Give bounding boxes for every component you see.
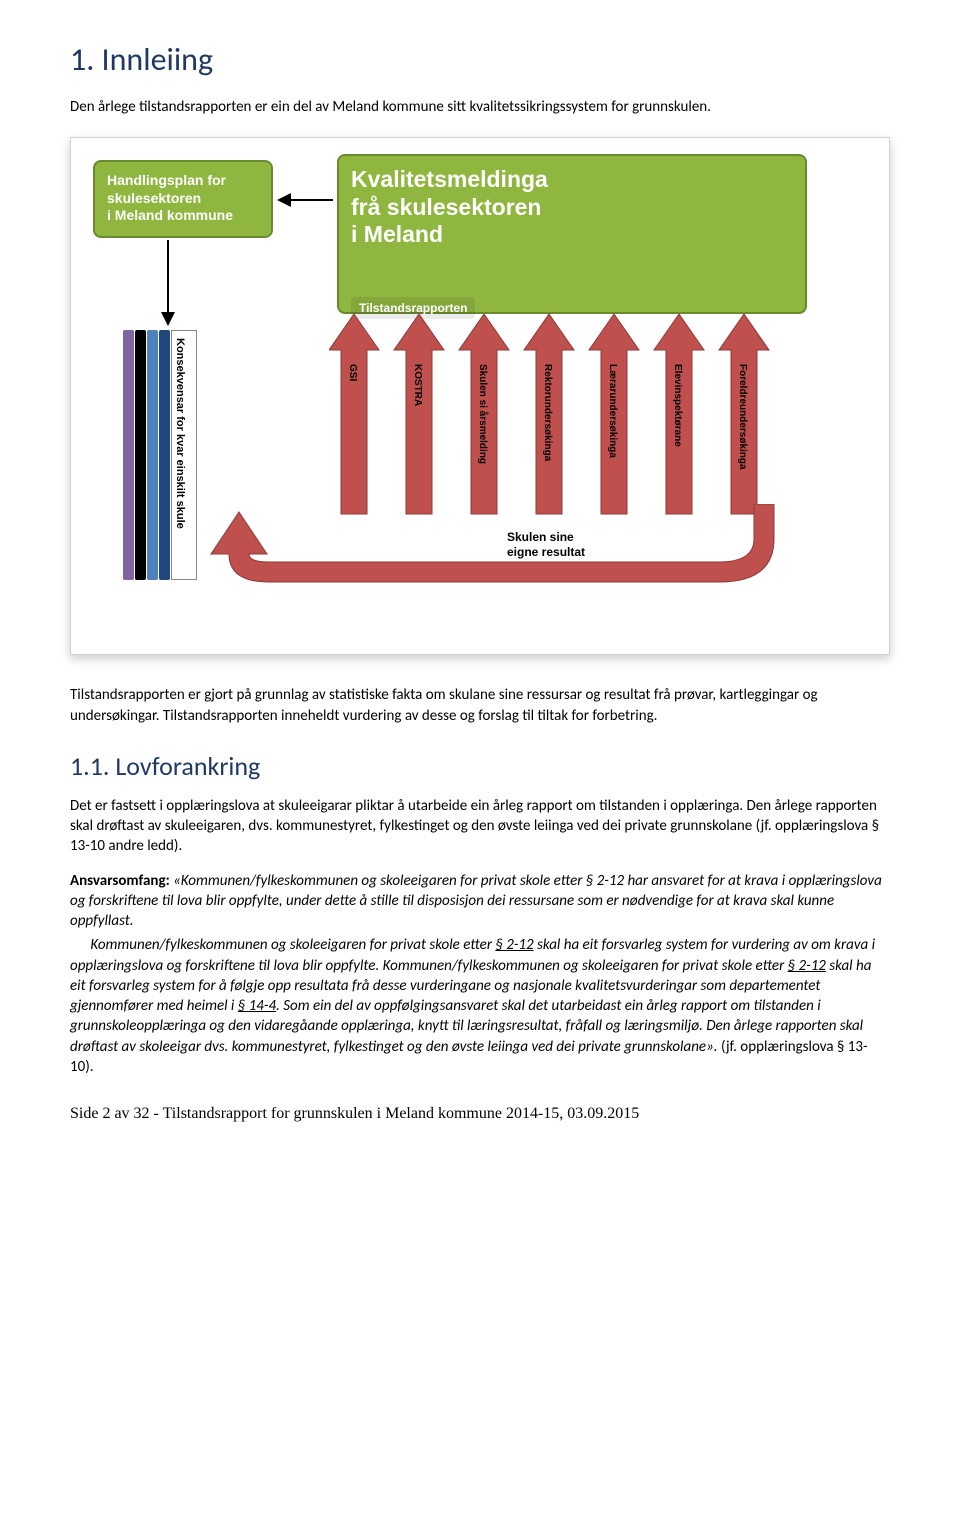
red-arrows xyxy=(329,314,829,524)
stack-bar-4 xyxy=(159,330,170,580)
box-kvalitetsmeldinga: Kvalitetsmeldinga frå skulesektoren i Me… xyxy=(337,154,807,314)
arrow-label-6: Foreldreundersøkinga xyxy=(737,364,748,470)
arrow-label-5: Elevinspektørane xyxy=(672,364,683,447)
ao-p2d: § 2-12 xyxy=(788,957,826,975)
arrow-label-1: KOSTRA xyxy=(412,364,423,406)
ao-p2f: § 14-4 xyxy=(238,997,276,1015)
stack-bar-3 xyxy=(147,330,158,580)
heading-2: 1.1. Lovforankring xyxy=(70,750,890,782)
ansvarsomfang-body: «Kommunen/fylkeskommunen og skoleeigaren… xyxy=(70,872,882,931)
ansvarsomfang-label: Ansvarsomfang: xyxy=(70,872,170,890)
bottom-label: Skulen sine eigne resultat xyxy=(507,530,585,559)
para-ansvarsomfang-2: Kommunen/fylkeskommunen og skoleeigaren … xyxy=(70,935,890,1077)
arrow-label-4: Lærarundersøkinga xyxy=(607,364,618,458)
box-right-l3: i Meland xyxy=(351,221,443,247)
bottom-label-l1: Skulen sine xyxy=(507,530,574,544)
heading-1: 1. Innleiing xyxy=(70,40,890,79)
big-curved-arrow xyxy=(199,504,799,624)
box-left-line2: skulesektoren xyxy=(107,190,201,206)
box-right-l2: frå skulesektoren xyxy=(351,194,541,220)
bottom-label-l2: eigne resultat xyxy=(507,545,585,559)
diagram-canvas: Handlingsplan for skulesektoren i Meland… xyxy=(89,154,871,624)
box-handlingsplan: Handlingsplan for skulesektoren i Meland… xyxy=(93,160,273,238)
stack-bar-2 xyxy=(135,330,146,580)
arrow-between-boxes xyxy=(275,186,335,214)
intro-paragraph: Den årlege tilstandsrapporten er ein del… xyxy=(70,97,890,117)
box-right-l1: Kvalitetsmeldinga xyxy=(351,166,548,192)
ao-p2a: Kommunen/fylkeskommunen og skoleeigaren … xyxy=(70,936,495,954)
box-right-title: Kvalitetsmeldinga frå skulesektoren i Me… xyxy=(351,166,793,249)
diagram-frame: Handlingsplan for skulesektoren i Meland… xyxy=(70,137,890,655)
arrow-label-0: GSI xyxy=(347,364,358,381)
arrow-down-to-stack xyxy=(157,240,179,328)
stack-bar-1 xyxy=(123,330,134,580)
stack-label: Konsekvensar for kvar einskilt skule xyxy=(174,338,186,529)
arrow-label-3: Rektorundersøkinga xyxy=(542,364,553,461)
box-left-line1: Handlingsplan for xyxy=(107,172,226,188)
para-ansvarsomfang-1: Ansvarsomfang: «Kommunen/fylkeskommunen … xyxy=(70,871,890,932)
para-lovforankring-1: Det er fastsett i opplæringslova at skul… xyxy=(70,796,890,857)
ao-p2b: § 2-12 xyxy=(495,936,533,954)
page-footer: Side 2 av 32 - Tilstandsrapport for grun… xyxy=(70,1105,890,1123)
para-after-diagram: Tilstandsrapporten er gjort på grunnlag … xyxy=(70,685,890,726)
arrow-label-2: Skulen si årsmelding xyxy=(477,364,488,464)
box-left-line3: i Meland kommune xyxy=(107,207,233,223)
